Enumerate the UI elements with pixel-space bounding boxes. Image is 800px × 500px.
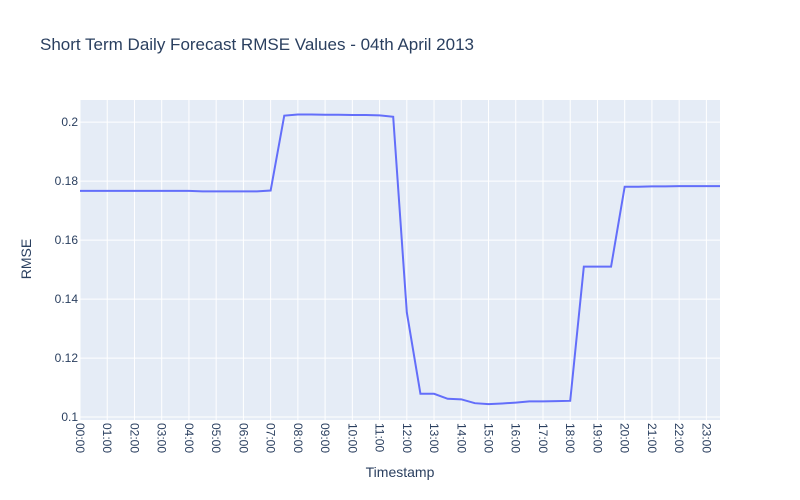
x-tick-label: 22:00 (672, 423, 686, 453)
y-axis-ticks: 0.1 0.12 0.14 0.16 0.18 0.2 (55, 115, 79, 424)
y-tick-label: 0.14 (55, 292, 79, 306)
grid-lines (79, 100, 720, 420)
x-tick-label: 03:00 (155, 423, 169, 453)
x-tick-label: 08:00 (291, 423, 305, 453)
x-tick-label: 00:00 (73, 423, 87, 453)
y-axis-title: RMSE (18, 239, 34, 279)
x-tick-label: 11:00 (373, 423, 387, 452)
y-tick-label: 0.18 (55, 174, 79, 188)
y-tick-label: 0.1 (61, 410, 78, 424)
x-tick-label: 23:00 (699, 423, 713, 453)
x-tick-label: 05:00 (209, 423, 223, 453)
chart-title: Short Term Daily Forecast RMSE Values - … (40, 35, 474, 54)
x-tick-label: 10:00 (345, 423, 359, 453)
x-axis-ticks: 00:00 01:00 02:00 03:00 04:00 05:00 06:00 07:00… (73, 423, 713, 453)
x-tick-label: 16:00 (509, 423, 523, 453)
x-tick-label: 02:00 (127, 423, 141, 453)
y-tick-label: 0.2 (61, 115, 78, 129)
x-tick-label: 18:00 (563, 423, 577, 453)
y-tick-label: 0.12 (55, 351, 79, 365)
x-tick-label: 04:00 (182, 423, 196, 453)
x-tick-label: 13:00 (427, 423, 441, 453)
y-tick-label: 0.16 (55, 233, 79, 247)
x-tick-label: 09:00 (318, 423, 332, 453)
x-tick-label: 15:00 (482, 423, 496, 453)
x-tick-label: 17:00 (536, 423, 550, 453)
series-line (80, 113, 720, 406)
x-tick-label: 07:00 (264, 423, 278, 453)
x-tick-label: 19:00 (590, 423, 604, 453)
x-tick-label: 06:00 (236, 423, 250, 453)
x-tick-label: 21:00 (645, 423, 659, 453)
x-axis-title: Timestamp (366, 464, 435, 480)
x-tick-label: 12:00 (400, 423, 414, 453)
x-tick-label: 01:00 (100, 423, 114, 453)
x-tick-label: 14:00 (454, 423, 468, 453)
x-tick-label: 20:00 (618, 423, 632, 453)
plot-area (80, 100, 720, 420)
